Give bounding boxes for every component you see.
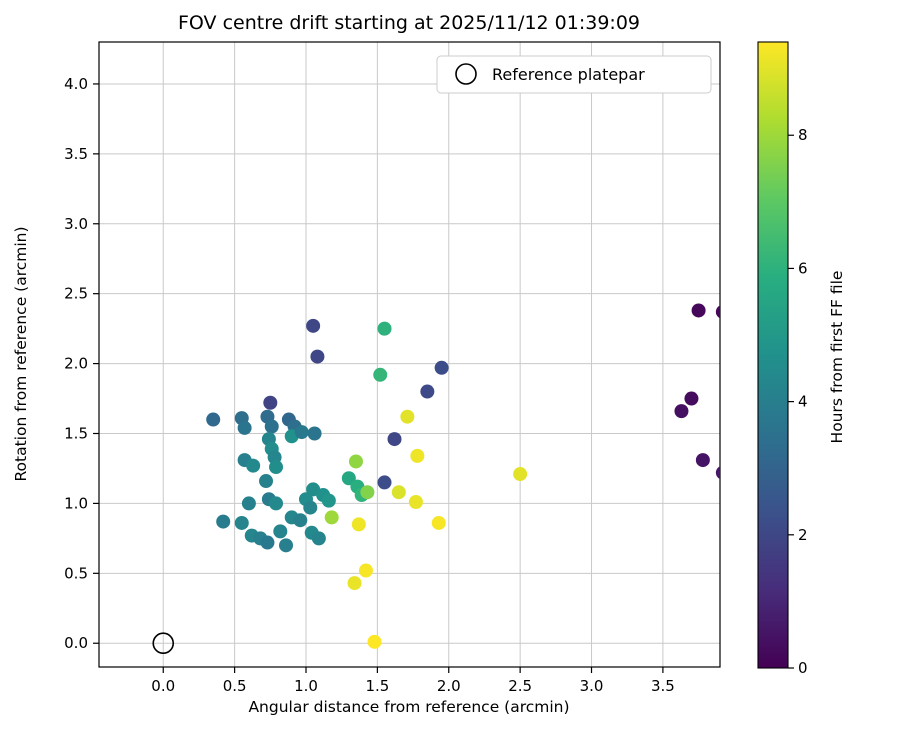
y-tick-label: 4.0 xyxy=(64,75,88,93)
scatter-point xyxy=(259,474,274,489)
scatter-point xyxy=(408,495,423,510)
scatter-point xyxy=(264,419,279,434)
x-axis-label: Angular distance from reference (arcmin) xyxy=(248,698,569,716)
scatter-point xyxy=(237,420,252,435)
y-tick-label: 0.0 xyxy=(64,634,88,652)
x-tick-label: 3.5 xyxy=(651,677,675,695)
scatter-point xyxy=(377,321,392,336)
scatter-point xyxy=(311,531,326,546)
colorbar-ticks: 0 2 4 6 8 xyxy=(788,126,808,677)
colorbar-gradient xyxy=(757,41,789,669)
plot-border xyxy=(98,41,721,668)
legend-label: Reference platepar xyxy=(492,65,645,84)
scatter-point xyxy=(348,454,363,469)
scatter-point xyxy=(206,412,221,427)
scatter-point xyxy=(216,514,231,529)
y-tick-label: 2.0 xyxy=(64,355,88,373)
colorbar-tick-label: 0 xyxy=(798,659,808,677)
x-tick-label: 2.5 xyxy=(508,677,532,695)
scatter-point xyxy=(303,500,318,515)
x-tick-label: 0.0 xyxy=(151,677,175,695)
scatter-point xyxy=(387,432,402,447)
scatter-point xyxy=(434,360,449,375)
scatter-point xyxy=(358,563,373,578)
scatter-point xyxy=(400,409,415,424)
scatter-point xyxy=(273,524,288,539)
x-tick-label: 1.0 xyxy=(294,677,318,695)
scatter-point xyxy=(684,391,699,406)
y-tick-label: 2.5 xyxy=(64,285,88,303)
colorbar-label: Hours from first FF file xyxy=(828,271,846,444)
scatter-point xyxy=(674,404,689,419)
scatter-point xyxy=(691,303,706,318)
scatter-point xyxy=(715,305,720,319)
legend: Reference platepar xyxy=(436,55,712,94)
x-tick-label: 3.0 xyxy=(580,677,604,695)
scatter-point xyxy=(513,467,528,482)
scatter-point xyxy=(263,395,278,410)
y-tick-label: 1.0 xyxy=(64,494,88,512)
scatter-point xyxy=(367,634,382,649)
colorbar-tick-label: 4 xyxy=(798,393,808,411)
legend-box xyxy=(436,55,712,94)
scatter-point xyxy=(269,460,284,475)
y-axis-ticks: 0.0 0.5 1.0 1.5 2.0 2.5 3.0 3.5 4.0 xyxy=(64,75,99,652)
scatter-point xyxy=(391,485,406,500)
scatter-point xyxy=(360,485,375,500)
x-axis-ticks: 0.0 0.5 1.0 1.5 2.0 2.5 3.0 3.5 xyxy=(151,667,675,695)
scatter-point xyxy=(431,515,446,530)
scatter-point xyxy=(307,426,322,441)
scatter-point xyxy=(420,384,435,399)
scatter-point xyxy=(269,496,284,511)
scatter-point xyxy=(347,576,362,591)
scatter-point xyxy=(324,510,339,525)
scatter-point xyxy=(310,349,325,364)
scatter-point xyxy=(279,538,294,553)
x-tick-label: 0.5 xyxy=(223,677,247,695)
y-tick-label: 3.0 xyxy=(64,215,88,233)
y-tick-label: 3.5 xyxy=(64,145,88,163)
scatter-point xyxy=(341,471,356,486)
scatter-point xyxy=(246,458,261,473)
scatter-point xyxy=(294,425,309,440)
scatter-point xyxy=(715,466,720,480)
gridlines xyxy=(99,42,720,667)
chart-title: FOV centre drift starting at 2025/11/12 … xyxy=(178,12,640,34)
scatter-point xyxy=(293,513,308,528)
legend-marker-icon xyxy=(455,63,477,85)
scatter-point xyxy=(377,475,392,490)
y-tick-label: 1.5 xyxy=(64,424,88,442)
x-tick-label: 2.0 xyxy=(437,677,461,695)
scatter-point xyxy=(306,318,321,333)
scatter-point xyxy=(410,448,425,463)
reference-platepar-marker xyxy=(152,632,175,655)
colorbar-tick-label: 8 xyxy=(798,126,808,144)
scatter-point xyxy=(241,496,256,511)
colorbar: 0 2 4 6 8 Hours from first FF file xyxy=(757,41,846,677)
scatter-point xyxy=(321,493,336,508)
colorbar-tick-label: 2 xyxy=(798,526,808,544)
scatter-point xyxy=(373,367,388,382)
scatter-points xyxy=(206,303,720,649)
scatter-point xyxy=(260,535,275,550)
scatter-point xyxy=(695,453,710,468)
scatter-point xyxy=(234,515,249,530)
y-tick-label: 0.5 xyxy=(64,564,88,582)
y-axis-label: Rotation from reference (arcmin) xyxy=(12,226,30,481)
colorbar-tick-label: 6 xyxy=(798,259,808,277)
scatter-point xyxy=(351,517,366,532)
x-tick-label: 1.5 xyxy=(365,677,389,695)
